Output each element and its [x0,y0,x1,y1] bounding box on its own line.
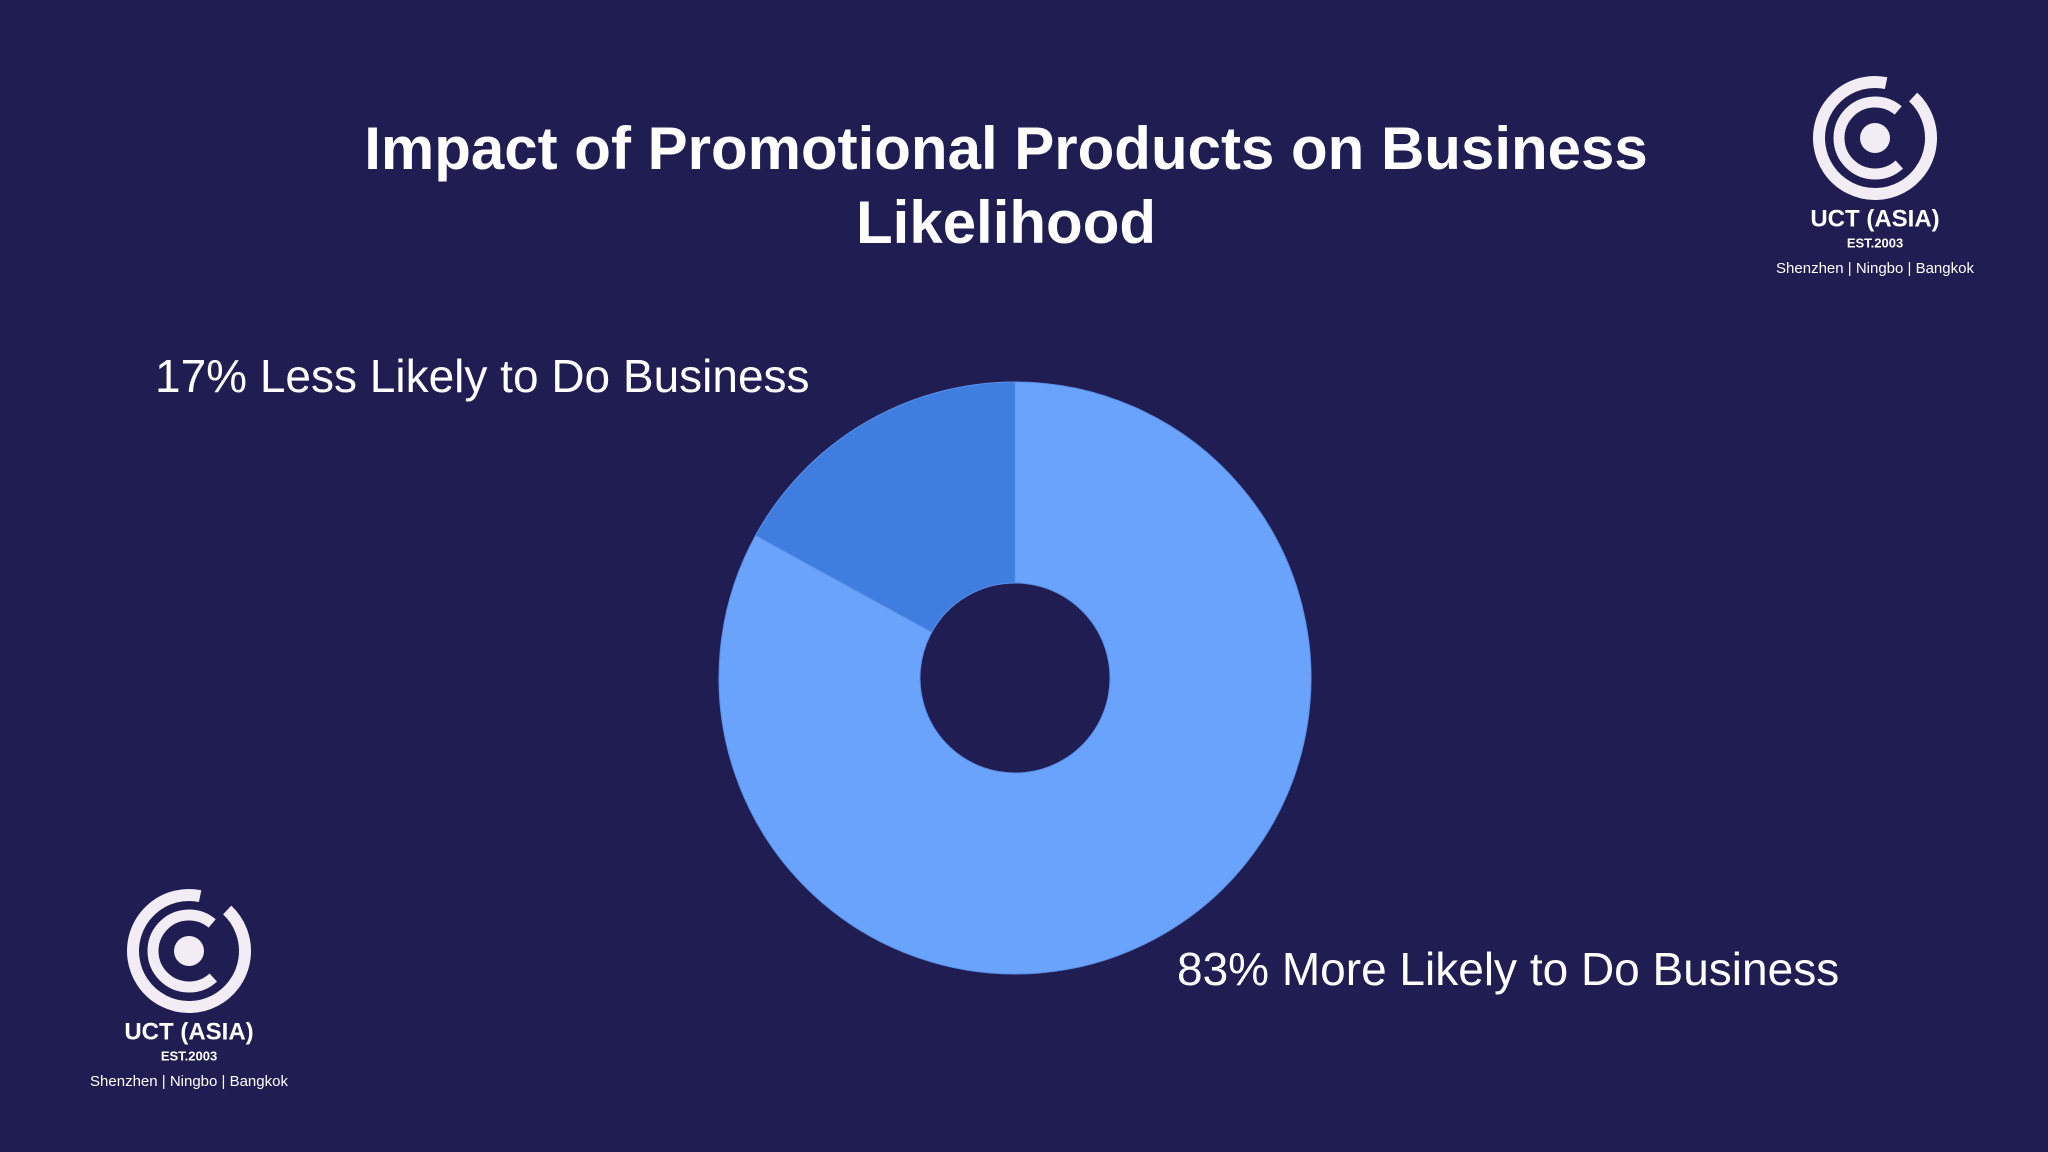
chart-title: Impact of Promotional Products on Busine… [364,115,1648,256]
logo-name: UCT (ASIA) [1810,205,1939,232]
donut-slice [754,381,1016,633]
logo: UCT (ASIA) EST.2003 Shenzhen | Ningbo | Ba… [1776,76,1974,277]
logo-established: EST.2003 [161,1048,217,1063]
logo-ring [147,909,218,993]
logo: UCT (ASIA) EST.2003 Shenzhen | Ningbo | Ba… [90,889,288,1090]
logo-dot [1860,123,1890,153]
logo-established: EST.2003 [1847,235,1903,250]
logo-name: UCT (ASIA) [124,1018,253,1045]
donut-slice [718,381,1312,975]
logo-ring [1813,76,1937,200]
logo-locations: Shenzhen | Ningbo | Bangkok [1776,260,1974,277]
logo-ring [1833,96,1904,180]
slice-label: 83% More Likely to Do Business [1177,943,1839,995]
logo-locations: Shenzhen | Ningbo | Bangkok [90,1073,288,1090]
logo-dot [174,936,204,966]
logo-ring [127,889,251,1013]
slice-label: 17% Less Likely to Do Business [155,350,810,402]
